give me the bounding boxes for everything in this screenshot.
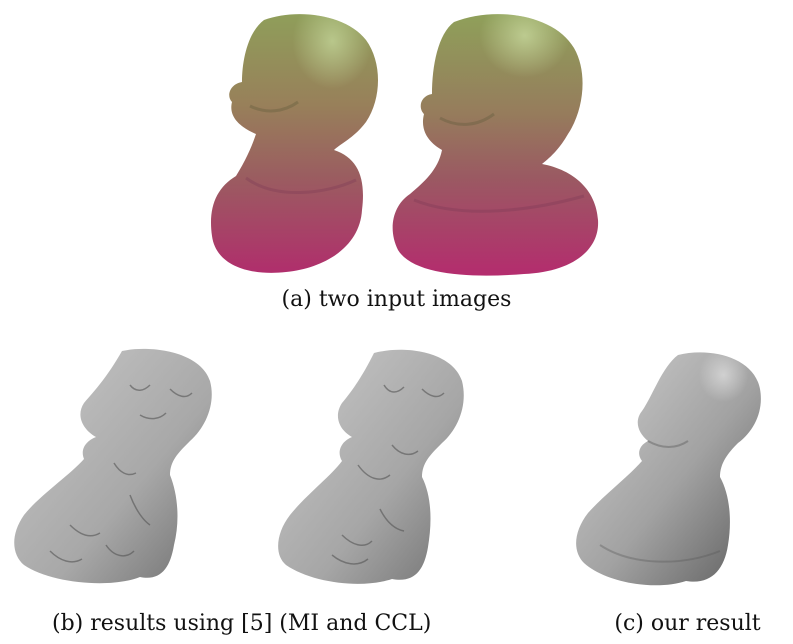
input-image-2 <box>384 10 606 280</box>
caption-c: (c) our result <box>614 611 761 636</box>
reconstruction-ccl <box>272 345 477 593</box>
input-image-1 <box>206 10 394 280</box>
caption-b: (b) results using [5] (MI and CCL) <box>52 611 432 636</box>
reconstruction-ours <box>570 345 770 595</box>
reconstruction-mi <box>10 345 226 593</box>
caption-a: (a) two input images <box>281 287 512 312</box>
